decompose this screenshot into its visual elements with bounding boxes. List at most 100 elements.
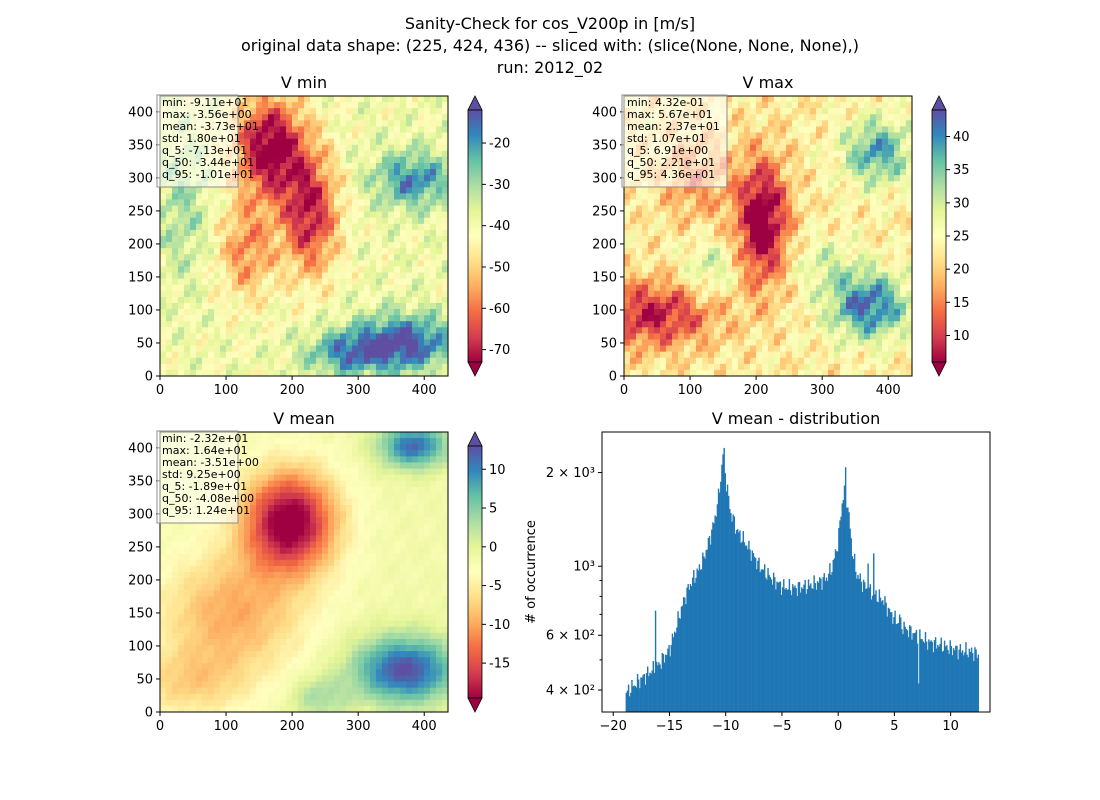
heatmap-cell — [636, 229, 643, 237]
heatmap-cell — [418, 156, 425, 164]
heatmap-cell — [870, 357, 877, 365]
heatmap-cell — [804, 144, 811, 152]
heatmap-cell — [726, 236, 733, 243]
heatmap-cell — [888, 327, 895, 334]
heatmap-cell — [376, 327, 383, 334]
heatmap-cell — [382, 468, 389, 476]
heatmap-cell — [906, 199, 913, 207]
heatmap-cell — [750, 327, 757, 334]
heatmap-cell — [726, 114, 733, 121]
heatmap-cell — [894, 181, 901, 188]
heatmap-cell — [906, 229, 913, 237]
heatmap-cell — [684, 339, 691, 347]
heatmap-cell — [328, 290, 335, 298]
heatmap-cell — [166, 223, 173, 231]
heatmap-cell — [846, 102, 853, 109]
heatmap-cell — [190, 345, 197, 353]
heatmap-cell — [894, 120, 901, 128]
heatmap-cell — [394, 302, 401, 310]
heatmap-cell — [708, 321, 715, 328]
heatmap-cell — [328, 114, 335, 121]
heatmap-cell — [412, 229, 419, 237]
heatmap-cell — [322, 211, 329, 219]
heatmap-cell — [882, 302, 889, 310]
heatmap-cell — [322, 132, 329, 140]
heatmap-cell — [388, 357, 395, 365]
heatmap-cell — [846, 242, 853, 249]
heatmap-cell — [714, 266, 721, 274]
heatmap-cell — [882, 296, 889, 304]
heatmap-cell — [190, 302, 197, 310]
heatmap-cell — [684, 242, 691, 249]
heatmap-cell — [762, 327, 769, 334]
heatmap-cell — [786, 369, 793, 377]
heatmap-cell — [160, 211, 167, 219]
heatmap-cell — [370, 432, 377, 439]
heatmap-cell — [376, 474, 383, 482]
heatmap-cell — [418, 309, 425, 316]
heatmap-cell — [424, 120, 431, 128]
heatmap-cell — [346, 211, 353, 219]
heatmap-cell — [418, 296, 425, 304]
heatmap-cell — [328, 309, 335, 316]
heatmap-cell — [238, 315, 245, 322]
heatmap-cell — [828, 217, 835, 225]
heatmap-cell — [250, 120, 257, 128]
heatmap-cell — [840, 302, 847, 310]
heatmap-cell — [648, 351, 655, 359]
heatmap-cell — [852, 229, 859, 237]
heatmap-cell — [894, 296, 901, 304]
heatmap-cell — [852, 363, 859, 371]
heatmap-cell — [280, 278, 287, 286]
heatmap-cell — [388, 120, 395, 128]
heatmap-cell — [424, 351, 431, 359]
heatmap-cell — [406, 199, 413, 207]
heatmap-cell — [798, 126, 805, 134]
heatmap-cell — [804, 248, 811, 255]
heatmap-cell — [756, 162, 763, 170]
heatmap-cell — [750, 126, 757, 134]
heatmap-cell — [328, 339, 335, 347]
heatmap-cell — [382, 211, 389, 219]
heatmap-cell — [292, 290, 299, 298]
heatmap-cell — [906, 278, 913, 286]
heatmap-cell — [756, 223, 763, 231]
heatmap-cell — [394, 175, 401, 182]
heatmap-cell — [250, 432, 257, 439]
heatmap-cell — [358, 223, 365, 231]
heatmap-cell — [388, 199, 395, 207]
heatmap-cell — [684, 321, 691, 328]
heatmap-cell — [304, 474, 311, 482]
heatmap-cell — [720, 187, 727, 194]
heatmap-cell — [250, 450, 257, 457]
heatmap-cell — [732, 162, 739, 170]
heatmap-cell — [268, 444, 275, 451]
heatmap-cell — [822, 339, 829, 347]
heatmap-cell — [828, 363, 835, 371]
heatmap-cell — [412, 138, 419, 146]
heatmap-cell — [418, 327, 425, 334]
heatmap-cell — [322, 217, 329, 225]
heatmap-cell — [430, 345, 437, 353]
heatmap-cell — [340, 339, 347, 347]
heatmap-cell — [888, 156, 895, 164]
heatmap-cell — [900, 96, 907, 103]
heatmap-cell — [208, 193, 215, 201]
heatmap-cell — [894, 162, 901, 170]
heatmap-cell — [798, 223, 805, 231]
heatmap-cell — [220, 315, 227, 322]
heatmap-cell — [810, 169, 817, 176]
heatmap-cell — [726, 260, 733, 268]
heatmap-cell — [202, 229, 209, 237]
heatmap-cell — [388, 444, 395, 451]
heatmap-cell — [370, 309, 377, 316]
heatmap-cell — [442, 236, 449, 243]
heatmap-cell — [196, 296, 203, 304]
heatmap-cell — [732, 284, 739, 292]
heatmap-cell — [816, 296, 823, 304]
heatmap-cell — [900, 126, 907, 134]
heatmap-cell — [424, 357, 431, 365]
heatmap-cell — [220, 339, 227, 347]
heatmap-cell — [364, 462, 371, 470]
heatmap-cell — [244, 108, 251, 115]
